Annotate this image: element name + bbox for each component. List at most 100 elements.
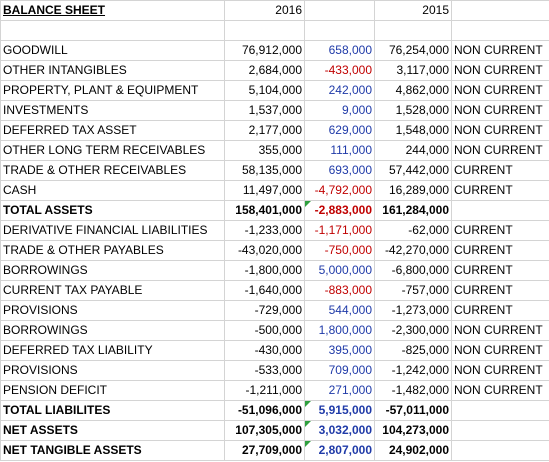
- row-label-cell[interactable]: NET ASSETS: [0, 420, 225, 441]
- classification-cell[interactable]: NON CURRENT: [451, 40, 549, 61]
- value-2016-cell[interactable]: -430,000: [224, 340, 305, 361]
- value-2015-cell[interactable]: -42,270,000: [374, 240, 452, 261]
- value-2015-cell[interactable]: -62,000: [374, 220, 452, 241]
- classification-cell[interactable]: CURRENT: [451, 180, 549, 201]
- empty-cell[interactable]: [304, 20, 375, 41]
- empty-cell[interactable]: [374, 20, 452, 41]
- value-2015-cell[interactable]: -1,273,000: [374, 300, 452, 321]
- value-2016-cell[interactable]: 11,497,000: [224, 180, 305, 201]
- change-cell[interactable]: -1,171,000: [304, 220, 375, 241]
- change-cell[interactable]: 3,032,000: [304, 420, 375, 441]
- row-label-cell[interactable]: OTHER INTANGIBLES: [0, 60, 225, 81]
- classification-cell[interactable]: NON CURRENT: [451, 340, 549, 361]
- row-label-cell[interactable]: TRADE & OTHER RECEIVABLES: [0, 160, 225, 181]
- value-2016-cell[interactable]: -533,000: [224, 360, 305, 381]
- year-2016-header-cell[interactable]: 2016: [224, 0, 305, 21]
- classification-cell[interactable]: CURRENT: [451, 260, 549, 281]
- value-2016-cell[interactable]: 76,912,000: [224, 40, 305, 61]
- value-2016-cell[interactable]: 107,305,000: [224, 420, 305, 441]
- value-2016-cell[interactable]: 5,104,000: [224, 80, 305, 101]
- value-2015-cell[interactable]: 161,284,000: [374, 200, 452, 221]
- row-label-cell[interactable]: PROVISIONS: [0, 300, 225, 321]
- row-label-cell[interactable]: BORROWINGS: [0, 320, 225, 341]
- row-label-cell[interactable]: CURRENT TAX PAYABLE: [0, 280, 225, 301]
- change-cell[interactable]: 111,000: [304, 140, 375, 161]
- classification-cell[interactable]: NON CURRENT: [451, 140, 549, 161]
- value-2016-cell[interactable]: 355,000: [224, 140, 305, 161]
- change-cell[interactable]: -4,792,000: [304, 180, 375, 201]
- classification-cell[interactable]: [451, 200, 549, 221]
- classification-cell[interactable]: [451, 400, 549, 421]
- classification-cell[interactable]: NON CURRENT: [451, 320, 549, 341]
- classification-cell[interactable]: NON CURRENT: [451, 380, 549, 401]
- change-cell[interactable]: 9,000: [304, 100, 375, 121]
- value-2015-cell[interactable]: 76,254,000: [374, 40, 452, 61]
- value-2016-cell[interactable]: 58,135,000: [224, 160, 305, 181]
- value-2016-cell[interactable]: -1,640,000: [224, 280, 305, 301]
- sheet-title-cell[interactable]: BALANCE SHEET: [0, 0, 225, 21]
- row-label-cell[interactable]: DERIVATIVE FINANCIAL LIABILITIES: [0, 220, 225, 241]
- value-2015-cell[interactable]: -57,011,000: [374, 400, 452, 421]
- value-2016-cell[interactable]: -51,096,000: [224, 400, 305, 421]
- value-2016-cell[interactable]: -1,211,000: [224, 380, 305, 401]
- value-2015-cell[interactable]: 4,862,000: [374, 80, 452, 101]
- value-2015-cell[interactable]: 57,442,000: [374, 160, 452, 181]
- classification-cell[interactable]: NON CURRENT: [451, 120, 549, 141]
- classification-cell[interactable]: CURRENT: [451, 160, 549, 181]
- empty-cell[interactable]: [451, 0, 549, 21]
- classification-cell[interactable]: [451, 440, 549, 461]
- classification-cell[interactable]: CURRENT: [451, 280, 549, 301]
- row-label-cell[interactable]: PENSION DEFICIT: [0, 380, 225, 401]
- change-cell[interactable]: 693,000: [304, 160, 375, 181]
- value-2015-cell[interactable]: 104,273,000: [374, 420, 452, 441]
- row-label-cell[interactable]: CASH: [0, 180, 225, 201]
- change-cell[interactable]: 658,000: [304, 40, 375, 61]
- row-label-cell[interactable]: GOODWILL: [0, 40, 225, 61]
- change-cell[interactable]: 709,000: [304, 360, 375, 381]
- empty-cell[interactable]: [304, 0, 375, 21]
- change-cell[interactable]: -750,000: [304, 240, 375, 261]
- change-cell[interactable]: 629,000: [304, 120, 375, 141]
- value-2015-cell[interactable]: -2,300,000: [374, 320, 452, 341]
- classification-cell[interactable]: CURRENT: [451, 240, 549, 261]
- value-2015-cell[interactable]: -825,000: [374, 340, 452, 361]
- row-label-cell[interactable]: TOTAL LIABILITES: [0, 400, 225, 421]
- empty-cell[interactable]: [224, 20, 305, 41]
- change-cell[interactable]: -433,000: [304, 60, 375, 81]
- value-2016-cell[interactable]: 27,709,000: [224, 440, 305, 461]
- classification-cell[interactable]: NON CURRENT: [451, 360, 549, 381]
- value-2015-cell[interactable]: 16,289,000: [374, 180, 452, 201]
- row-label-cell[interactable]: OTHER LONG TERM RECEIVABLES: [0, 140, 225, 161]
- change-cell[interactable]: 2,807,000: [304, 440, 375, 461]
- classification-cell[interactable]: CURRENT: [451, 220, 549, 241]
- value-2016-cell[interactable]: 2,684,000: [224, 60, 305, 81]
- value-2015-cell[interactable]: -6,800,000: [374, 260, 452, 281]
- classification-cell[interactable]: [451, 420, 549, 441]
- value-2016-cell[interactable]: -1,233,000: [224, 220, 305, 241]
- change-cell[interactable]: 5,915,000: [304, 400, 375, 421]
- value-2015-cell[interactable]: -757,000: [374, 280, 452, 301]
- value-2015-cell[interactable]: 244,000: [374, 140, 452, 161]
- row-label-cell[interactable]: INVESTMENTS: [0, 100, 225, 121]
- change-cell[interactable]: 5,000,000: [304, 260, 375, 281]
- value-2015-cell[interactable]: 1,548,000: [374, 120, 452, 141]
- classification-cell[interactable]: NON CURRENT: [451, 100, 549, 121]
- classification-cell[interactable]: NON CURRENT: [451, 60, 549, 81]
- change-cell[interactable]: -2,883,000: [304, 200, 375, 221]
- row-label-cell[interactable]: DEFERRED TAX ASSET: [0, 120, 225, 141]
- change-cell[interactable]: 395,000: [304, 340, 375, 361]
- row-label-cell[interactable]: DEFERRED TAX LIABILITY: [0, 340, 225, 361]
- row-label-cell[interactable]: TOTAL ASSETS: [0, 200, 225, 221]
- value-2016-cell[interactable]: 158,401,000: [224, 200, 305, 221]
- year-2015-header-cell[interactable]: 2015: [374, 0, 452, 21]
- value-2015-cell[interactable]: 3,117,000: [374, 60, 452, 81]
- value-2016-cell[interactable]: 1,537,000: [224, 100, 305, 121]
- change-cell[interactable]: 242,000: [304, 80, 375, 101]
- row-label-cell[interactable]: PROVISIONS: [0, 360, 225, 381]
- value-2015-cell[interactable]: -1,242,000: [374, 360, 452, 381]
- value-2016-cell[interactable]: -43,020,000: [224, 240, 305, 261]
- value-2016-cell[interactable]: 2,177,000: [224, 120, 305, 141]
- value-2015-cell[interactable]: -1,482,000: [374, 380, 452, 401]
- classification-cell[interactable]: NON CURRENT: [451, 80, 549, 101]
- value-2016-cell[interactable]: -500,000: [224, 320, 305, 341]
